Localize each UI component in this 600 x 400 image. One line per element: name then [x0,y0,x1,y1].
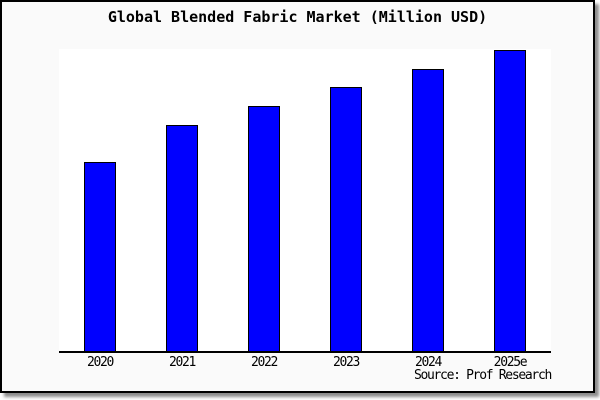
x-tick-label-2021: 2021 [168,355,196,370]
bar-2025e [494,50,526,351]
bar-2022 [248,106,280,351]
bar-2020 [84,162,116,351]
x-tick-label-2022: 2022 [250,355,278,370]
x-tick-label-2023: 2023 [332,355,360,370]
source-note: Source: Prof Research [413,368,552,383]
plot-area [59,49,551,353]
bar-2024 [412,69,444,351]
x-tick-label-2025e: 2025e [493,355,528,370]
chart-title: Global Blended Fabric Market (Million US… [107,8,488,26]
bar-2023 [330,87,362,351]
x-tick-label-2024: 2024 [414,355,442,370]
bar-2021 [166,125,198,351]
chart-window: Global Blended Fabric Market (Million US… [0,0,595,393]
x-axis: 2020 2021 2022 2023 2024 2025e [59,355,551,371]
x-tick-label-2020: 2020 [86,355,114,370]
